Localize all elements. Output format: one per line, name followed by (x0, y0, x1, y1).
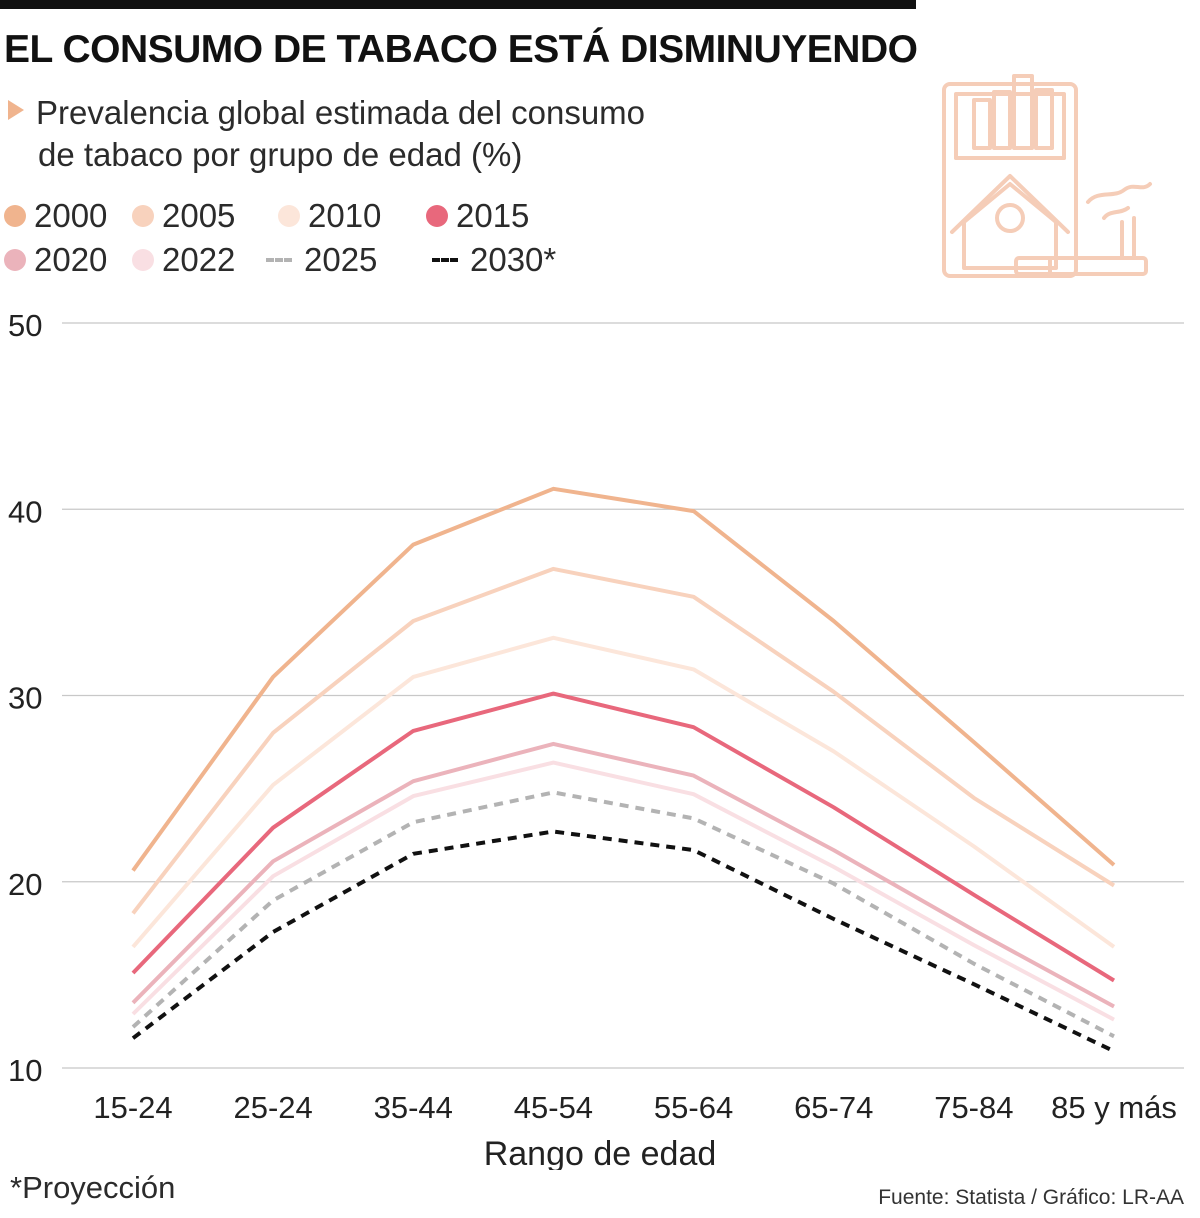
y-tick-label: 30 (8, 681, 42, 716)
series-line-2010 (131, 635, 1116, 949)
series-line-2015 (131, 691, 1116, 983)
series-line-2025 (131, 790, 1115, 1039)
source-credit: Fuente: Statista / Gráfico: LR-AA (878, 1186, 1184, 1209)
y-tick-label: 40 (8, 494, 42, 529)
legend-label: 2020 (34, 241, 108, 278)
footnote: *Proyección (10, 1170, 176, 1205)
cigarette-pack-icon-svg (942, 74, 1152, 278)
series-line-2000 (131, 486, 1116, 872)
x-tick-label: 75-84 (934, 1090, 1013, 1125)
x-tick-label: 35-44 (374, 1090, 453, 1125)
y-tick-label: 50 (8, 308, 42, 343)
top-rule (0, 0, 916, 9)
y-tick-label: 20 (8, 867, 42, 902)
legend-swatch (426, 205, 448, 227)
subtitle-line-2: de tabaco por grupo de edad (%) (38, 136, 523, 173)
legend-item-2010: 2010 (278, 196, 381, 236)
y-tick-label: 10 (8, 1053, 42, 1088)
legend-label: 2010 (308, 197, 382, 234)
legend-label: 2005 (162, 197, 236, 234)
series-line-2020 (131, 741, 1115, 1009)
chart-title: EL CONSUMO DE TABACO ESTÁ DISMINUYENDO (4, 28, 918, 71)
legend-swatch (132, 249, 154, 271)
legend-label: 2022 (162, 241, 236, 278)
line-chart: 10 20 30 40 50 15-24 25-24 35-44 45-54 55-64 65-74… (8, 308, 1184, 1170)
legend: 2000 2005 2010 2015 2020 2022 2025 2030* (0, 196, 640, 286)
legend-swatch (4, 249, 26, 271)
series-line-2022 (131, 760, 1115, 1022)
legend-item-2000: 2000 (4, 196, 107, 236)
x-tick-label: 25-24 (233, 1090, 312, 1125)
series-line-2005 (131, 566, 1116, 915)
legend-item-2030: 2030* (432, 240, 556, 280)
x-axis-title: Rango de edad (484, 1135, 717, 1170)
triangle-bullet-icon (8, 100, 24, 120)
legend-item-2025: 2025 (266, 240, 377, 280)
legend-item-2005: 2005 (132, 196, 235, 236)
legend-dash-swatch (266, 258, 292, 262)
subtitle-line-1: Prevalencia global estimada del consumo (36, 94, 646, 131)
legend-swatch (4, 205, 26, 227)
legend-swatch (278, 205, 300, 227)
legend-dash-swatch (432, 258, 458, 262)
legend-label: 2015 (456, 197, 530, 234)
x-tick-label: 45-54 (514, 1090, 593, 1125)
legend-item-2020: 2020 (4, 240, 107, 280)
x-tick-label: 15-24 (93, 1090, 172, 1125)
x-tick-label: 55-64 (654, 1090, 733, 1125)
x-tick-label: 85 y más (1051, 1090, 1177, 1125)
chart-subtitle: Prevalencia global estimada del consumo … (8, 92, 768, 176)
legend-label: 2030* (470, 241, 557, 278)
legend-swatch (132, 205, 154, 227)
legend-label: 2000 (34, 197, 108, 234)
series-line-2030 (131, 829, 1115, 1054)
x-tick-label: 65-74 (794, 1090, 873, 1125)
legend-item-2022: 2022 (132, 240, 235, 280)
cigarette-pack-icon (938, 72, 1158, 282)
legend-item-2015: 2015 (426, 196, 529, 236)
legend-label: 2025 (304, 241, 378, 278)
